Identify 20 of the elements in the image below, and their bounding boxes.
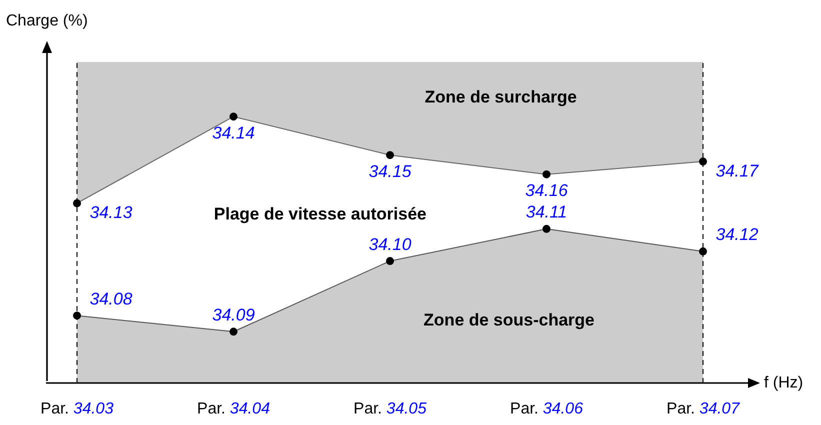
- x-tick-label: Par. 34.06: [510, 400, 584, 418]
- annotation: 34.12: [716, 225, 759, 244]
- annotation: 34.10: [368, 234, 412, 254]
- x-axis-title: f (Hz): [764, 374, 804, 392]
- annotation: 34.13: [90, 202, 133, 222]
- x-tick-label: Par. 34.07: [666, 400, 741, 418]
- y-axis-title: Charge (%): [6, 12, 88, 30]
- x-tick-label: Par. 34.05: [354, 400, 427, 418]
- annotation: Zone de sous-charge: [424, 310, 595, 330]
- annotation: 34.14: [212, 123, 255, 142]
- annotation: Plage de vitesse autorisée: [214, 204, 426, 224]
- annotation: 34.17: [716, 161, 759, 180]
- x-tick-label: Par. 34.04: [197, 400, 270, 418]
- annotation: 34.16: [525, 181, 568, 200]
- annotation: 34.11: [526, 202, 568, 222]
- x-tick-label: Par. 34.03: [40, 400, 114, 418]
- annotation: 34.08: [90, 289, 133, 308]
- annotation: Zone de surcharge: [424, 87, 577, 106]
- annotation: 34.09: [212, 305, 256, 324]
- annotation: 34.15: [368, 162, 412, 181]
